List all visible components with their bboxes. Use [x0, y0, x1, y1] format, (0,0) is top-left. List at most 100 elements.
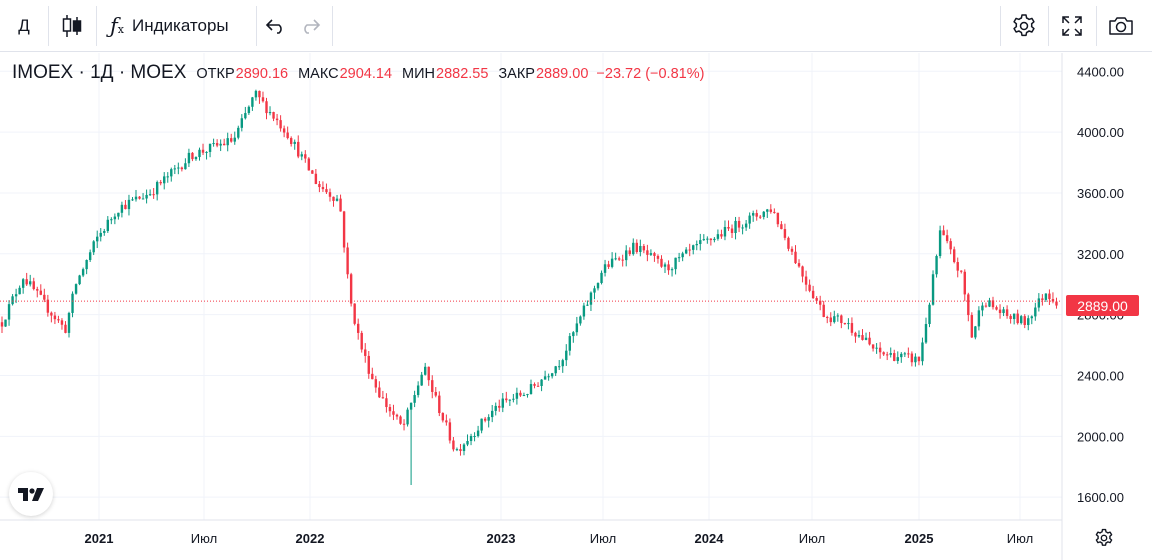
candle-body	[452, 440, 455, 450]
candle-body	[491, 410, 494, 418]
candle-body	[871, 344, 875, 349]
candle-body	[720, 234, 723, 237]
undo-button[interactable]	[258, 0, 294, 52]
candle-body	[635, 242, 638, 253]
tradingview-logo[interactable]	[9, 472, 53, 516]
candle-body	[268, 112, 272, 114]
candle-body	[766, 209, 769, 212]
candles-series	[0, 89, 1058, 486]
candle-body	[699, 240, 702, 245]
candle-body	[1048, 293, 1051, 300]
candle-body	[885, 354, 889, 356]
candle-body	[998, 309, 1002, 314]
fullscreen-icon	[1062, 16, 1082, 36]
candle-body	[889, 353, 892, 355]
time-scale[interactable]: 2021 Июл 2022 2023 Июл 2024 Июл 2025 Июл	[85, 531, 1034, 546]
candle-body	[332, 196, 335, 201]
candle-body	[808, 284, 811, 291]
candle-body	[469, 436, 473, 442]
time-tick-label: Июл	[799, 531, 825, 546]
current-price-tag: 2889.00	[1066, 295, 1139, 316]
candle-body	[864, 337, 868, 340]
candle-body	[684, 249, 688, 254]
candle-body	[776, 212, 780, 225]
candle-body	[106, 219, 109, 232]
candle-body	[632, 242, 635, 255]
candle-body	[674, 257, 677, 270]
candle-body	[550, 373, 554, 377]
candle-body	[222, 143, 226, 146]
candle-body	[741, 227, 744, 229]
time-tick-label: 2023	[487, 531, 516, 546]
candle-body	[639, 246, 642, 253]
price-tick-label: 4400.00	[1077, 64, 1124, 79]
candle-body	[360, 332, 363, 350]
symbol-title[interactable]: IMOEX · 1Д · MOEX	[12, 62, 187, 83]
candle-body	[1041, 298, 1044, 300]
candle-body	[593, 288, 596, 293]
candle-body	[487, 417, 490, 421]
change-value: −23.72 (−0.81%)	[596, 66, 705, 82]
candle-body	[840, 315, 843, 324]
candle-body	[74, 284, 78, 294]
candle-body	[893, 353, 896, 361]
candle-body	[1030, 316, 1033, 319]
settings-button[interactable]	[1002, 0, 1046, 52]
candle-body	[148, 194, 152, 196]
candle-body	[7, 304, 11, 320]
time-tick-label: 2024	[695, 531, 725, 546]
candle-body	[610, 258, 614, 267]
candle-body	[967, 294, 970, 316]
price-tick-label: 2400.00	[1077, 368, 1124, 383]
candle-body	[956, 262, 959, 271]
redo-icon	[304, 19, 321, 34]
candle-body	[113, 216, 117, 220]
candle-body	[501, 398, 504, 408]
candle-body	[424, 366, 427, 375]
candle-body	[1034, 307, 1037, 317]
candle-body	[413, 395, 416, 403]
candle-body	[29, 281, 32, 285]
chart-type-button[interactable]	[49, 0, 95, 52]
candle-body	[184, 163, 187, 170]
candle-body	[431, 380, 434, 392]
candle-body	[279, 120, 282, 129]
candle-body	[233, 137, 236, 142]
candle-body	[194, 157, 198, 160]
candle-body	[25, 279, 28, 285]
candle-body	[275, 118, 279, 121]
fullscreen-button[interactable]	[1050, 0, 1094, 52]
candle-body	[794, 251, 797, 264]
time-tick-label: 2022	[296, 531, 325, 546]
price-scale[interactable]: 4400.004000.003600.003200.002800.002400.…	[1077, 64, 1124, 505]
candle-body	[667, 264, 670, 271]
candle-body	[254, 90, 258, 98]
candle-body	[459, 449, 462, 452]
time-tick-label: Июл	[590, 531, 616, 546]
candle-body	[1037, 298, 1041, 308]
candle-body	[882, 352, 885, 355]
candle-body	[818, 300, 822, 305]
candle-body	[907, 353, 910, 355]
candle-body	[561, 360, 564, 367]
candle-body	[953, 249, 956, 263]
candle-body	[522, 395, 526, 397]
indicators-button[interactable]: ƒx Индикаторы	[100, 0, 252, 52]
candle-body	[928, 304, 931, 324]
scale-settings-button[interactable]	[1092, 526, 1116, 550]
candle-body	[466, 441, 469, 445]
candle-body	[670, 269, 674, 271]
candle-body	[409, 402, 413, 410]
candle-body	[14, 294, 18, 297]
candle-body	[875, 347, 878, 349]
open-label: ОТКР	[196, 66, 235, 82]
snapshot-button[interactable]	[1098, 0, 1144, 52]
candle-body	[92, 241, 95, 253]
toolbar-divider	[1096, 6, 1097, 46]
interval-button[interactable]: Д	[0, 0, 48, 52]
candle-body	[942, 230, 945, 236]
price-chart[interactable]: 4400.004000.003600.003200.002800.002400.…	[0, 53, 1152, 560]
candle-body	[716, 234, 720, 239]
redo-button[interactable]	[292, 0, 328, 52]
time-tick-label: Июл	[191, 531, 217, 546]
